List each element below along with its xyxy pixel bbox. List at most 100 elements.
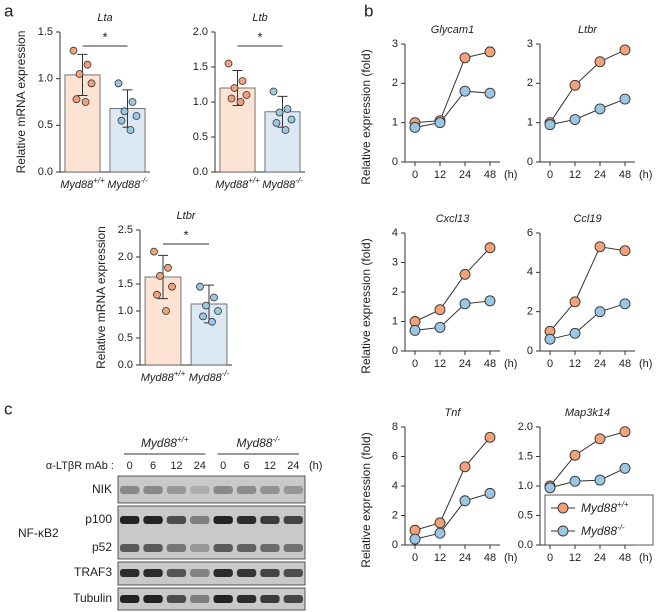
data-point xyxy=(269,87,278,96)
data-point xyxy=(434,527,446,539)
lane-label: 12 xyxy=(264,460,276,472)
data-point xyxy=(156,271,164,280)
band xyxy=(143,544,163,552)
data-point xyxy=(434,117,446,129)
series-line xyxy=(414,300,491,331)
data-point xyxy=(224,59,233,68)
band xyxy=(260,595,280,603)
y-axis-label: Relative expression (fold) xyxy=(359,238,373,373)
data-point xyxy=(196,282,204,291)
band xyxy=(283,569,303,577)
y-tick-label: 0.0 xyxy=(38,166,53,178)
panel-label: a xyxy=(4,1,14,20)
lane-label: 12 xyxy=(170,460,182,472)
data-point xyxy=(569,475,581,487)
y-axis-label: Relative mRNA expression xyxy=(14,31,28,174)
y-tick-label: 1.0 xyxy=(518,480,533,492)
data-point xyxy=(208,317,216,326)
series-line xyxy=(549,467,626,489)
band xyxy=(120,516,140,524)
data-point xyxy=(569,327,581,339)
x-tick-label: 48 xyxy=(484,169,496,181)
data-point xyxy=(569,79,581,91)
y-tick-label: 1.5 xyxy=(193,61,208,73)
chart-title: Ltbr xyxy=(578,24,598,36)
data-point xyxy=(594,306,606,318)
x-axis-label: (h) xyxy=(639,169,652,181)
y-tick-label: 4 xyxy=(527,266,533,278)
x-tick-label: Myd88-/- xyxy=(189,369,230,384)
y-tick-label: 6 xyxy=(392,450,398,462)
data-point xyxy=(275,108,284,117)
series-line xyxy=(549,98,626,126)
legend-label: Myd88+/+ xyxy=(581,500,629,515)
data-point xyxy=(272,119,281,127)
data-point xyxy=(120,107,129,116)
band xyxy=(190,544,210,552)
band xyxy=(213,486,233,494)
data-point xyxy=(459,495,471,507)
data-point xyxy=(132,112,141,120)
x-tick-label: 24 xyxy=(459,169,471,181)
x-tick-label: 12 xyxy=(434,552,446,564)
data-point xyxy=(153,290,161,299)
y-tick-label: 2.0 xyxy=(118,251,133,263)
data-point xyxy=(619,462,631,474)
legend-label: Myd88-/- xyxy=(581,523,625,538)
series-line xyxy=(549,246,626,332)
data-point xyxy=(202,301,210,310)
x-tick-label: 0 xyxy=(547,169,553,181)
y-tick-label: 2.0 xyxy=(193,26,208,38)
group-row-label: NF-κB2 xyxy=(18,526,59,540)
data-point xyxy=(594,241,606,253)
data-point xyxy=(230,84,239,92)
data-point xyxy=(459,298,471,310)
data-point xyxy=(162,307,170,315)
band xyxy=(213,595,233,603)
data-point xyxy=(619,44,631,56)
x-tick-label: 24 xyxy=(594,358,606,370)
data-point xyxy=(117,116,126,125)
series-line xyxy=(414,51,491,124)
band xyxy=(213,569,233,577)
y-tick-label: 0.0 xyxy=(518,539,533,551)
data-point xyxy=(164,263,172,272)
chart-title: Tnf xyxy=(445,407,462,419)
panel-label: b xyxy=(364,1,373,20)
x-tick-label: 12 xyxy=(569,358,581,370)
data-point xyxy=(569,114,581,125)
lane-label: 0 xyxy=(220,460,226,472)
band xyxy=(236,595,257,603)
band xyxy=(283,595,303,603)
band xyxy=(283,486,303,494)
row-label: p52 xyxy=(92,540,112,554)
series-line xyxy=(414,90,491,128)
y-tick-label: 3 xyxy=(527,38,533,50)
band xyxy=(213,544,233,552)
data-point xyxy=(619,93,631,105)
x-axis-label: (h) xyxy=(639,358,652,370)
x-tick-label: Myd88+/+ xyxy=(60,176,105,191)
blot-pane xyxy=(117,587,306,611)
x-tick-label: 24 xyxy=(459,358,471,370)
group-label: Myd88+/+ xyxy=(141,435,189,450)
y-tick-label: 6 xyxy=(527,227,533,239)
x-tick-label: 0 xyxy=(547,358,553,370)
y-tick-label: 1.0 xyxy=(193,96,208,108)
row-label: TRAF3 xyxy=(74,565,112,579)
y-tick-label: 4 xyxy=(392,480,398,492)
data-point xyxy=(594,433,606,445)
chart-title: Ccl19 xyxy=(573,213,601,225)
y-tick-label: 8 xyxy=(392,421,398,433)
row-label: Tubulin xyxy=(73,591,112,605)
y-tick-label: 1.0 xyxy=(118,305,133,317)
data-point xyxy=(81,98,90,106)
y-axis-label: Relative expression (fold) xyxy=(359,49,373,184)
y-tick-label: 0.5 xyxy=(118,332,133,344)
x-tick-label: 12 xyxy=(434,358,446,370)
y-tick-label: 2 xyxy=(392,286,398,298)
band xyxy=(236,544,257,552)
chart-title: Glycam1 xyxy=(431,24,474,36)
band xyxy=(143,486,163,494)
y-tick-label: 0 xyxy=(392,539,398,551)
